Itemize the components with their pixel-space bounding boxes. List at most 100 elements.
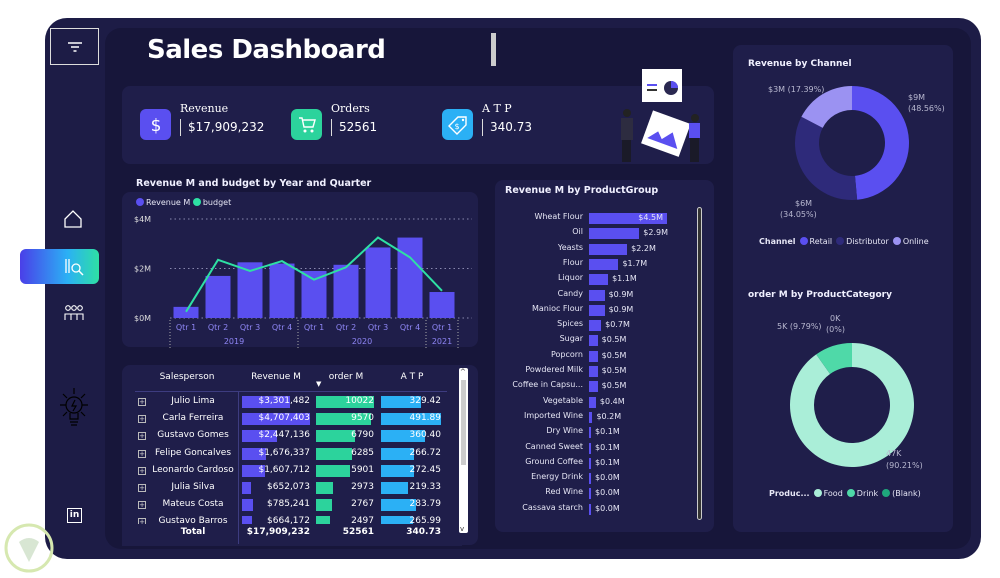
- atp-value: 266.72: [409, 447, 442, 458]
- product-group-value: $1.1M: [612, 274, 637, 284]
- legend-label-revenue: Revenue M: [146, 198, 191, 207]
- product-group-label: Flour: [562, 257, 583, 267]
- online-data-label: $3M (17.39%): [768, 85, 825, 94]
- legend-dot: [892, 237, 901, 245]
- legend-2: Channel Retail Distributor Online: [759, 237, 933, 246]
- expand-icon[interactable]: +: [138, 398, 146, 406]
- kpi-value: $17,909,232: [180, 119, 264, 136]
- donut-slice-online: [801, 86, 852, 128]
- atp-value: 329.42: [409, 396, 442, 406]
- linkedin-icon[interactable]: in: [67, 508, 82, 523]
- kpi-label: A T P: [482, 102, 512, 115]
- product-group-label: Oil: [572, 227, 583, 237]
- revenue-value: $3,301,482: [258, 396, 310, 406]
- revenue-value: $1,607,712: [258, 464, 310, 475]
- sidebar-item-analytics[interactable]: [20, 249, 99, 284]
- order-value: 10022: [345, 396, 374, 406]
- scroll-up-icon[interactable]: ^: [460, 368, 466, 376]
- team-icon[interactable]: [63, 304, 85, 322]
- product-group-label: Spices: [557, 319, 583, 329]
- price-tag-icon: $: [447, 115, 467, 135]
- column-header-3[interactable]: A T P: [400, 372, 424, 382]
- product-group-label: Vegetable: [542, 395, 583, 405]
- product-group-bar: [589, 457, 591, 469]
- y-tick-label: $4M: [134, 215, 151, 224]
- legend-label[interactable]: Distributor: [846, 237, 889, 246]
- category-chart-title: order M by ProductCategory: [748, 290, 892, 300]
- revenue-budget-chart-title: Revenue M and budget by Year and Quarter: [136, 178, 372, 189]
- slicer-handle[interactable]: [491, 33, 496, 66]
- atp-databar: [381, 499, 416, 512]
- legend-label[interactable]: (Blank): [892, 489, 921, 498]
- column-header-2[interactable]: order M: [328, 372, 364, 382]
- x-tick-label: Qtr 2: [208, 323, 228, 332]
- atp-databar: [381, 396, 422, 408]
- product-group-bar: [589, 243, 628, 255]
- distributor-data-pct: (34.05%): [780, 210, 817, 219]
- product-group-label: Wheat Flour: [534, 212, 583, 221]
- revenue-bar: [269, 263, 295, 318]
- product-group-scrollbar[interactable]: [697, 207, 702, 520]
- legend-label[interactable]: Online: [902, 237, 929, 246]
- header-divider: [135, 391, 447, 392]
- retail-data-pct: (48.56%): [908, 104, 945, 113]
- product-group-label: Candy: [557, 288, 583, 298]
- revenue-bar: [397, 237, 423, 318]
- expand-icon[interactable]: +: [138, 484, 146, 492]
- table-scrollbar[interactable]: ^ v: [459, 368, 468, 533]
- kpi-icon-box: [291, 109, 322, 140]
- revenue-bar: [301, 270, 327, 318]
- expand-icon[interactable]: +: [138, 501, 146, 510]
- legend-label[interactable]: Food: [823, 489, 843, 498]
- product-group-value: $0.5M: [601, 335, 627, 345]
- x-tick-label: Qtr 4: [272, 323, 292, 332]
- insight-bulb-icon[interactable]: [55, 386, 93, 432]
- product-group-label: Canned Sweet: [525, 441, 583, 451]
- product-group-bar: [589, 366, 598, 377]
- expand-icon[interactable]: +: [138, 449, 146, 458]
- product-group-bar: [589, 289, 605, 301]
- blank-data-pct: (0%): [826, 325, 845, 334]
- legend-label[interactable]: Retail: [809, 237, 833, 246]
- product-group-bar: [589, 258, 619, 270]
- kpi-icon-box: $: [442, 109, 473, 140]
- page-title: Sales Dashboard: [147, 35, 386, 65]
- order-databar: [316, 396, 374, 408]
- salesperson-name: Carla Ferreira: [162, 413, 224, 424]
- x-tick-label: Qtr 3: [368, 323, 388, 332]
- order-value: 2767: [351, 499, 374, 510]
- cart-icon: [298, 116, 316, 132]
- legend-dot: [846, 489, 855, 497]
- product-group-bar: [589, 411, 593, 423]
- blank-data-label: 0K: [830, 314, 841, 323]
- revenue-value: $652,073: [267, 482, 310, 492]
- product-group-value: $0.1M: [595, 457, 620, 467]
- expand-icon[interactable]: +: [138, 466, 146, 475]
- total-row-bg: [122, 524, 462, 546]
- product-group-label: Popcorn: [550, 349, 583, 359]
- legend-title: Channel: [759, 237, 796, 246]
- product-group-chart-title: Revenue M by ProductGroup: [505, 185, 659, 196]
- revenue-databar: [242, 447, 267, 460]
- order-databar: [316, 464, 351, 477]
- product-group-bar: [589, 488, 591, 500]
- scroll-down-icon[interactable]: v: [460, 525, 465, 533]
- product-group-value: $0.7M: [605, 320, 630, 330]
- product-group-value: $0.0M: [595, 503, 620, 513]
- column-header-1[interactable]: Revenue M: [251, 372, 301, 382]
- filter-button[interactable]: [50, 28, 99, 65]
- home-icon[interactable]: [63, 209, 83, 229]
- product-group-value: $1.7M: [622, 258, 648, 268]
- revenue-databar: [242, 499, 254, 512]
- legend-label[interactable]: Drink: [856, 489, 879, 498]
- donut-slice-retail: [852, 86, 910, 200]
- product-group-value: $0.5M: [601, 366, 627, 375]
- expand-icon[interactable]: +: [138, 415, 146, 424]
- scrollbar-thumb[interactable]: [461, 380, 466, 465]
- order-databar: [316, 430, 356, 443]
- order-value: 2497: [351, 516, 374, 527]
- revenue-bar: [429, 292, 455, 318]
- column-header-0[interactable]: Salesperson: [159, 372, 215, 382]
- product-group-bar: [589, 228, 640, 240]
- expand-icon[interactable]: +: [138, 432, 146, 441]
